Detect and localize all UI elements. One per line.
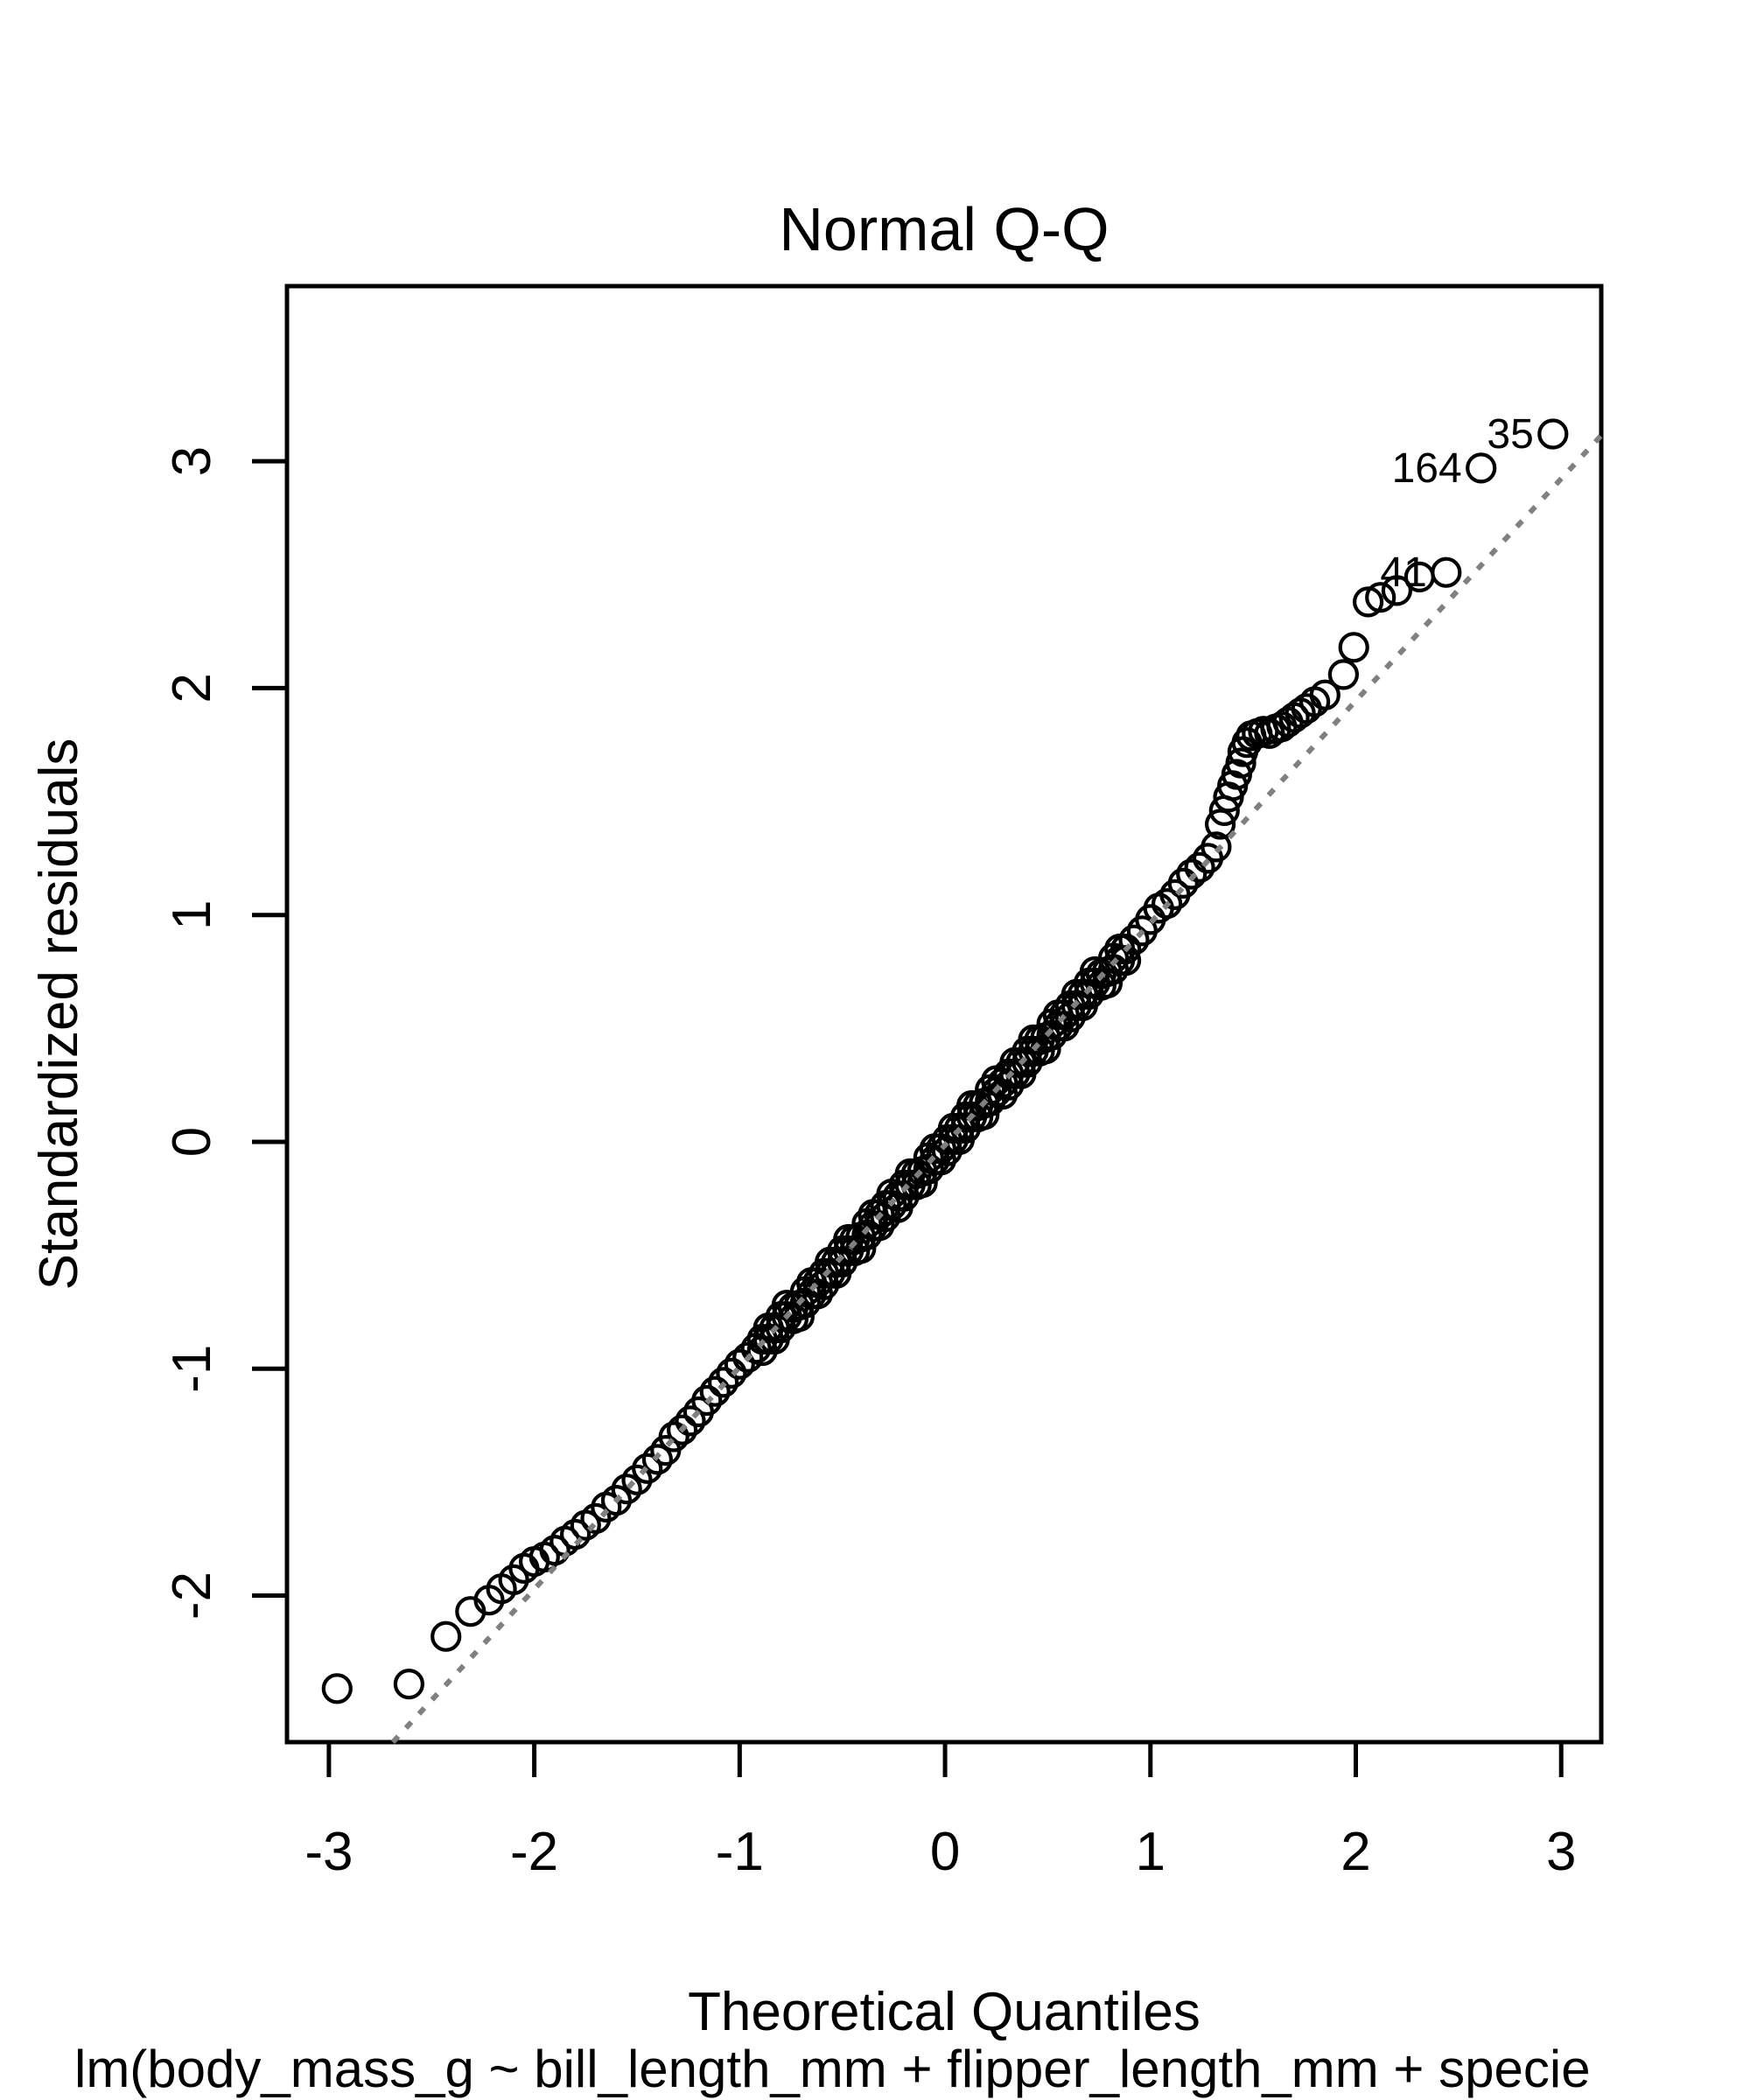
qq-point [1167, 867, 1199, 900]
qq-point [1309, 679, 1340, 710]
qq-point [1537, 418, 1569, 450]
qq-point [1176, 858, 1208, 890]
qq-point [559, 1518, 592, 1550]
outlier-label: 164 [1392, 445, 1462, 492]
x-tick-label: 0 [930, 1822, 960, 1882]
qq-point [632, 1452, 663, 1484]
outlier-label: 41 [1380, 550, 1426, 596]
y-tick-label: 0 [162, 1127, 222, 1157]
x-tick-label: -2 [510, 1822, 558, 1882]
qq-point [699, 1376, 731, 1407]
y-tick-label: 2 [162, 673, 222, 703]
y-tick-label: -2 [162, 1572, 222, 1620]
model-caption: lm(body_mass_g ~ bill_length_mm + flippe… [74, 2040, 1591, 2098]
x-tick-label: -3 [304, 1822, 353, 1882]
qq-point [641, 1444, 674, 1475]
y-tick-label: 3 [162, 446, 222, 476]
qq-point [1225, 747, 1256, 779]
qq-point [691, 1384, 723, 1417]
qq-point [611, 1474, 642, 1505]
qq-point [658, 1421, 690, 1452]
reference-line [390, 433, 1604, 1745]
qq-point [321, 1673, 353, 1704]
qq-point [1365, 582, 1396, 613]
qq-point [1431, 556, 1462, 588]
x-tick-label: 1 [1136, 1822, 1166, 1882]
x-axis-label: Theoretical Quantiles [688, 1982, 1200, 2042]
y-axis-label: Standardized residuals [29, 738, 89, 1291]
qq-point [1327, 659, 1360, 690]
qq-point [707, 1367, 739, 1398]
qq-point [1200, 831, 1232, 863]
x-tick-label: -1 [716, 1822, 764, 1882]
qq-point [716, 1357, 747, 1390]
outlier-label: 35 [1487, 411, 1533, 458]
plot-box [284, 284, 1604, 1745]
x-tick-label: 3 [1546, 1822, 1576, 1882]
qq-point [1118, 924, 1150, 956]
qq-point [675, 1405, 706, 1437]
qq-point [430, 1620, 462, 1652]
qq-point [539, 1535, 570, 1566]
x-tick-label: 2 [1340, 1822, 1370, 1882]
qq-point [1338, 632, 1369, 663]
plot-title: Normal Q-Q [779, 195, 1110, 263]
qq-point [393, 1668, 424, 1700]
y-tick-label: 1 [162, 900, 222, 929]
qq-point [1184, 851, 1215, 883]
qq-point [1204, 808, 1236, 840]
qq-point [666, 1414, 698, 1446]
qq-point [1381, 575, 1413, 606]
qq-point [724, 1348, 755, 1380]
y-tick-label: -1 [162, 1345, 222, 1393]
qq-point [1466, 452, 1497, 484]
qq-point [1151, 888, 1183, 920]
